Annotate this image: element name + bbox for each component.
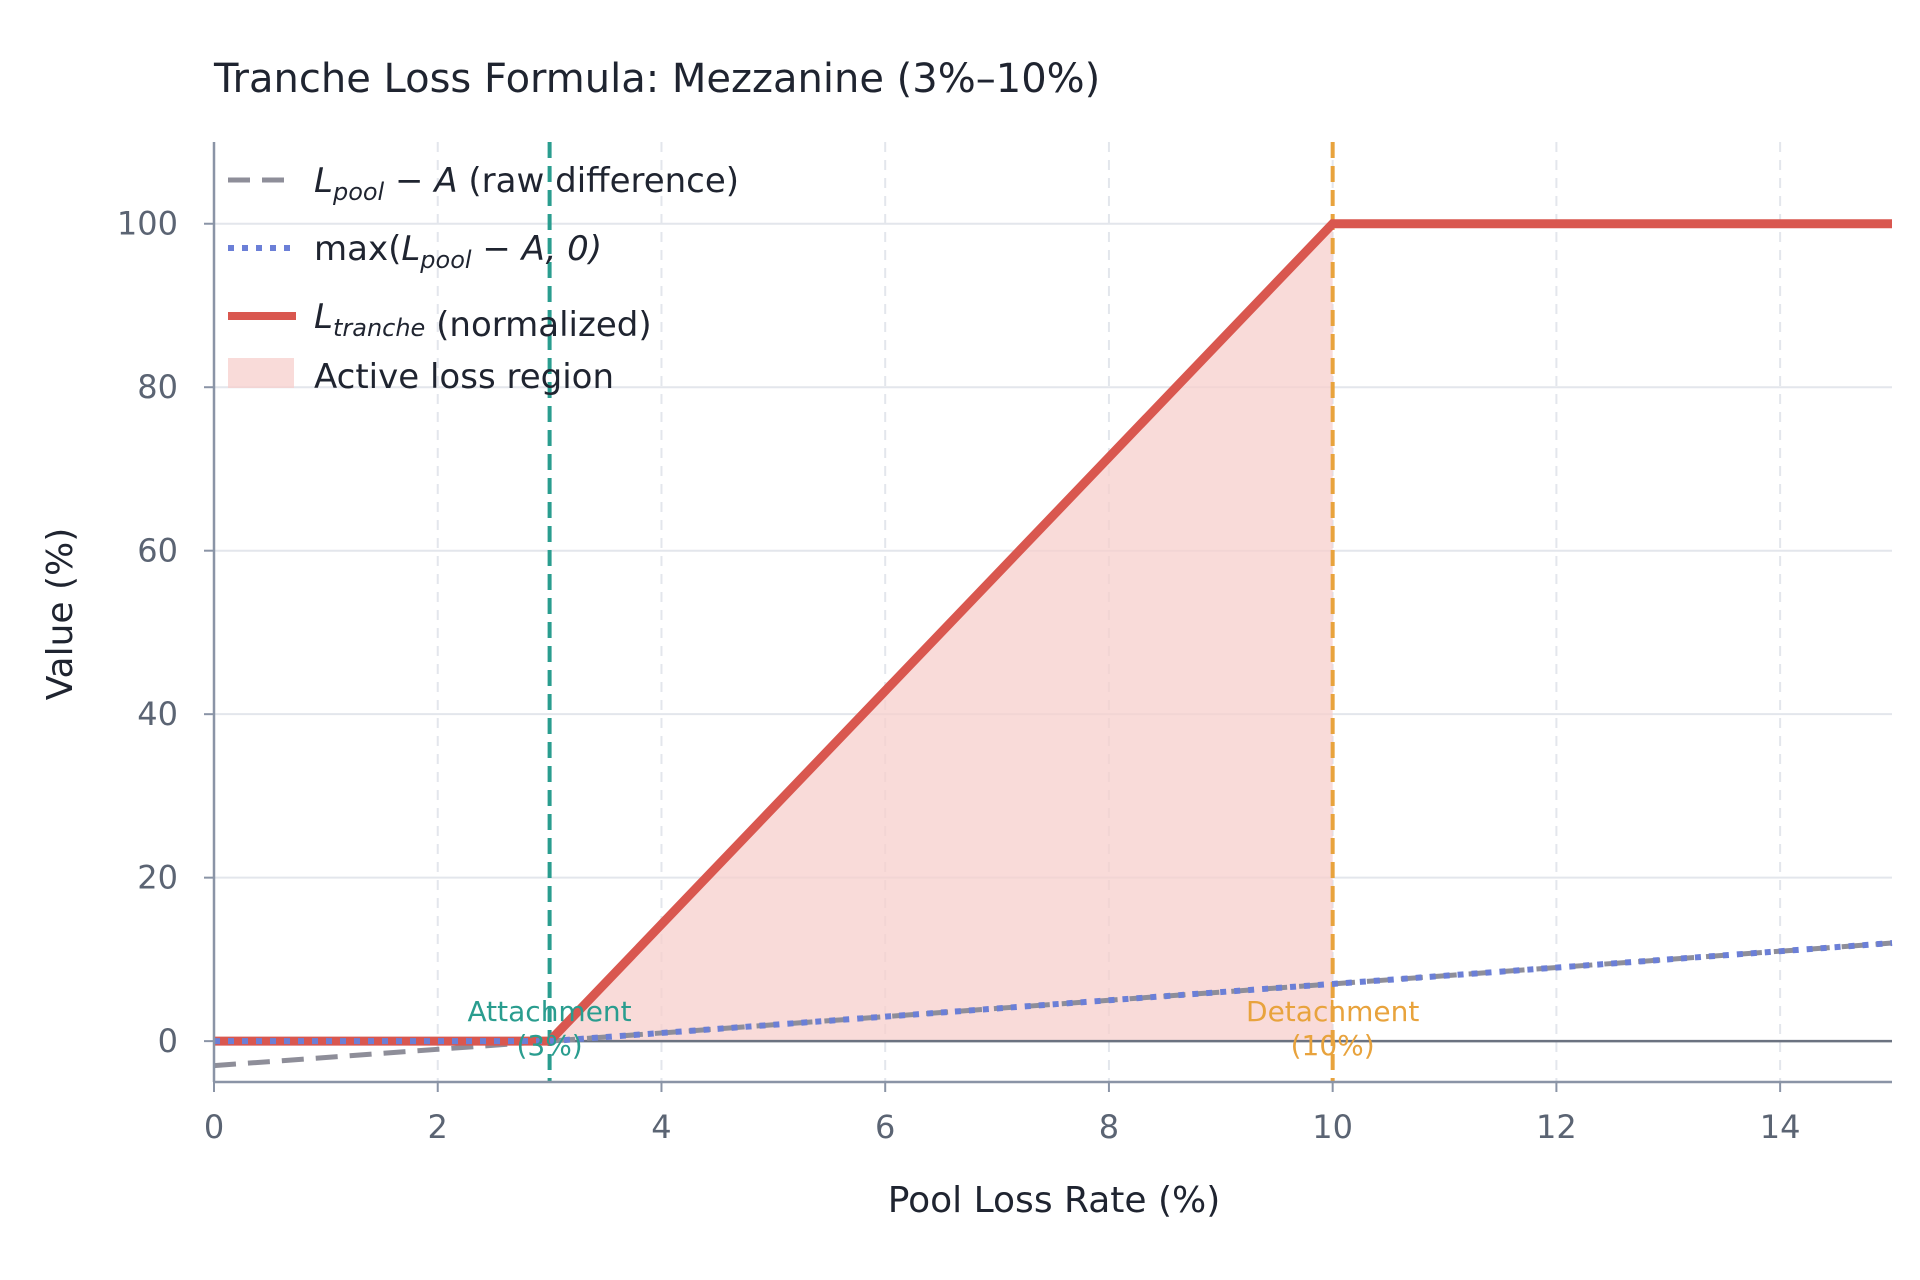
legend: Lpool − A (raw difference) max(Lpool − A,…: [228, 161, 739, 397]
y-axis-title: Value (%): [40, 528, 81, 701]
legend-label: Active loss region: [314, 357, 614, 397]
x-tick-label: 12: [1536, 1108, 1577, 1146]
tick-labels: 0 2 4 6 8 10 12 14 0 20 40 60 80 100: [117, 205, 1801, 1146]
series-line-tranche: [214, 219, 1892, 1046]
x-tick-label: 4: [651, 1108, 671, 1146]
series-line-max: [214, 940, 1893, 1045]
axes: [212, 142, 1892, 1084]
x-axis-title: Pool Loss Rate (%): [888, 1180, 1221, 1221]
legend-label: max(Lpool − A, 0): [314, 229, 602, 274]
x-tick-label: 10: [1312, 1108, 1353, 1146]
x-tick-label: 8: [1099, 1108, 1119, 1146]
chart-title: Tranche Loss Formula: Mezzanine (3%–10%): [213, 56, 1100, 102]
y-tick-label: 40: [137, 695, 178, 733]
vline-layer: [547, 142, 1335, 1082]
y-tick-label: 20: [137, 859, 178, 897]
annotation-label: Attachment: [468, 995, 632, 1028]
y-tick-label: 0: [158, 1022, 178, 1060]
annotation-sublabel: (10%): [1291, 1029, 1375, 1062]
x-tick-label: 14: [1760, 1108, 1801, 1146]
legend-label: Lpool − A (raw difference): [314, 161, 739, 206]
y-tick-label: 60: [137, 532, 178, 570]
x-tick-label: 6: [875, 1108, 895, 1146]
legend-label: Ltranche (normalized): [314, 297, 652, 345]
legend-swatch: [228, 358, 294, 388]
series-layer: [213, 219, 1893, 1069]
annotations: Attachment(3%) Detachment(10%): [468, 995, 1420, 1062]
x-tick-label: 2: [428, 1108, 448, 1146]
annotation-sublabel: (3%): [516, 1029, 582, 1062]
annotation-label: Detachment: [1246, 995, 1419, 1028]
y-tick-label: 100: [117, 205, 178, 243]
y-tick-label: 80: [137, 368, 178, 406]
x-tick-label: 0: [204, 1108, 224, 1146]
